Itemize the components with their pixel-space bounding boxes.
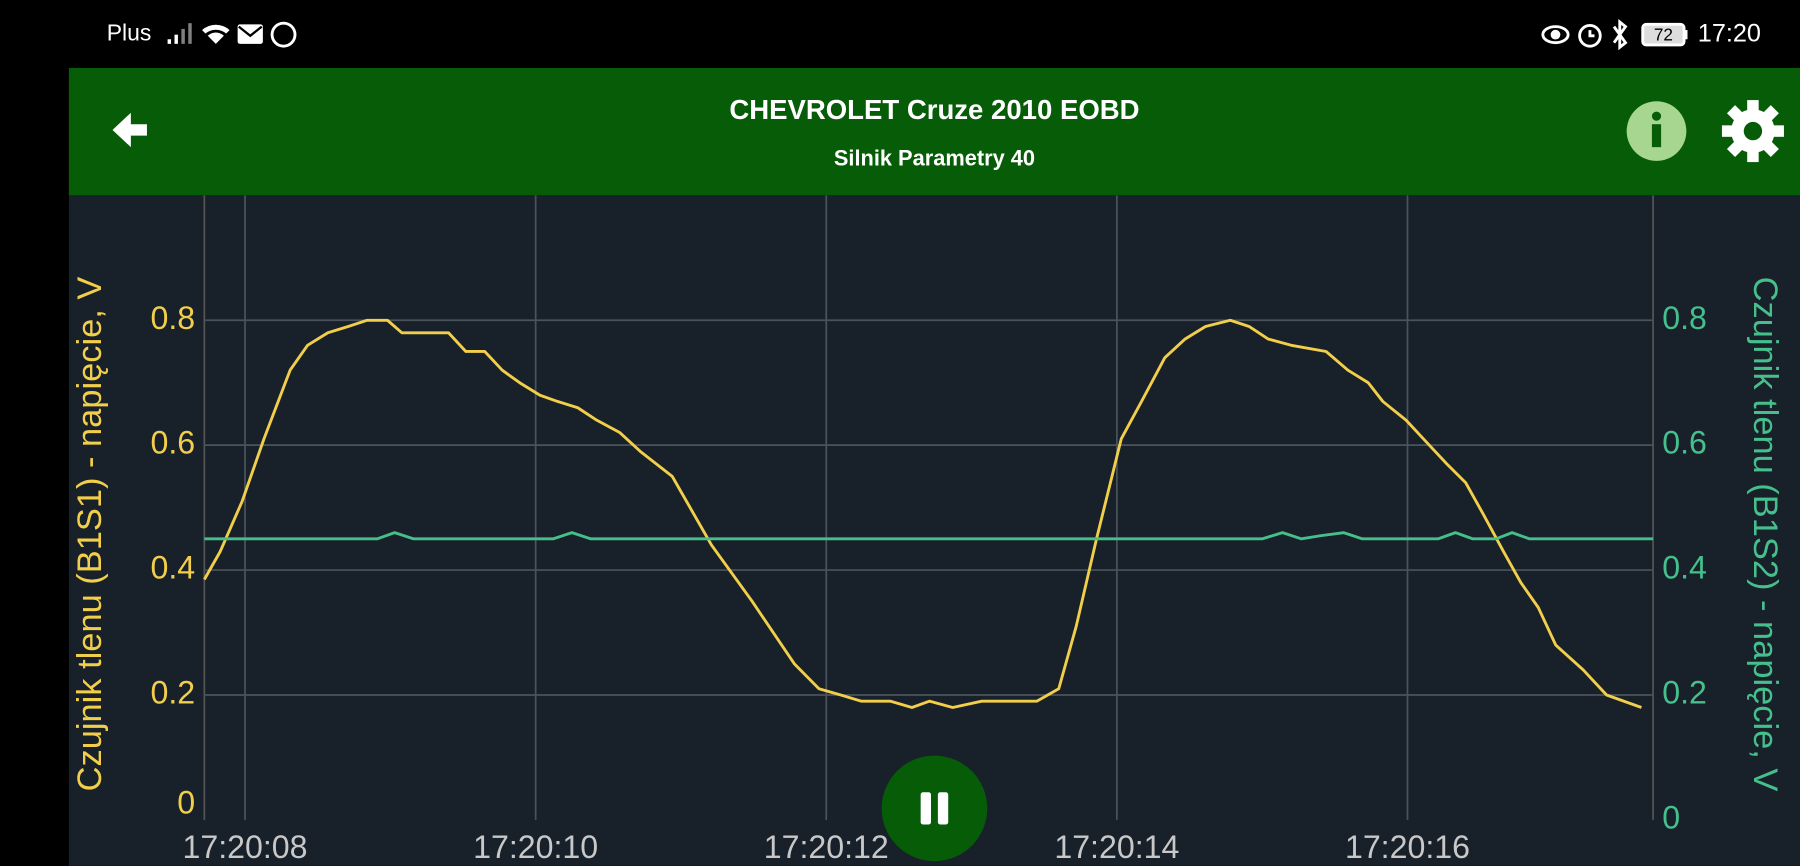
y-tick-label: 0.8 [150,300,195,336]
chart-background [68,195,1800,866]
y-tick-label: 0.4 [150,550,195,586]
data-line [204,531,1654,541]
battery-level: 72 [1654,24,1673,44]
data-line [203,318,1642,709]
status-icons-left [167,21,297,48]
app-bar [68,67,1800,196]
x-tick-label: 17:20:10 [473,829,598,865]
pause-button[interactable] [881,755,988,862]
app-title: CHEVROLET Cruze 2010 EOBD [729,94,1139,125]
app-subtitle: Silnik Parametry 40 [834,146,1035,171]
back-button[interactable] [112,112,147,148]
x-tick-label: 17:20:08 [182,829,307,865]
y2-tick-label: 0.8 [1662,300,1707,336]
y-tick-label: 0.6 [150,425,195,461]
x-tick-label: 17:20:14 [1054,829,1179,865]
status-icons-right [1541,19,1688,51]
y-tick-label: 0.2 [150,674,195,710]
y2-tick-label: 0.6 [1662,425,1707,461]
plot: 17:20:08 17:20:10 17:20:12 17:20:14 17:20:16… [150,195,1707,865]
y2-tick-label: 0.2 [1662,674,1707,710]
x-tick-label: 17:20:16 [1345,829,1470,865]
y2-tick-label: 0.4 [1662,550,1707,586]
clock: 17:20 [1698,19,1761,47]
x-tick-label: 17:20:12 [764,829,889,865]
y-axis-label: Czujnik tlenu (B1S1) - napięcie, V [71,277,109,792]
y-tick-label: 0 [177,784,195,820]
y2-tick-label: 0 [1662,799,1680,835]
y2-axis-label: Czujnik tlenu (B1S2) - napięcie, V [1746,277,1784,792]
info-button[interactable] [1626,101,1687,161]
settings-button[interactable] [1721,100,1784,163]
carrier: Plus [107,20,152,46]
